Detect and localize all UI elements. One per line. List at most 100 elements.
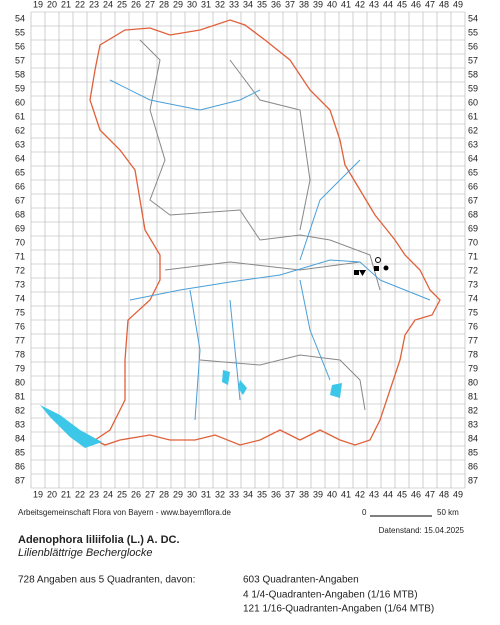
row-label: 70 <box>15 237 25 247</box>
column-label: 49 <box>453 0 463 9</box>
column-label: 48 <box>439 489 449 499</box>
river <box>189 289 201 421</box>
lake <box>222 370 230 385</box>
column-label: 34 <box>243 0 253 9</box>
column-label: 29 <box>173 489 183 499</box>
row-label: 65 <box>15 167 25 177</box>
row-label: 69 <box>15 223 25 233</box>
row-label: 69 <box>468 223 478 233</box>
row-label: 75 <box>468 307 478 317</box>
column-label: 49 <box>453 489 463 499</box>
row-label: 84 <box>15 433 25 443</box>
district-border <box>229 59 311 231</box>
column-label: 22 <box>75 0 85 9</box>
column-label: 22 <box>75 489 85 499</box>
row-label: 62 <box>15 125 25 135</box>
column-label: 45 <box>397 0 407 9</box>
row-label: 58 <box>468 69 478 79</box>
district-border <box>139 39 381 291</box>
column-label: 26 <box>131 489 141 499</box>
row-label: 78 <box>15 349 25 359</box>
row-label: 65 <box>468 167 478 177</box>
row-label: 76 <box>15 321 25 331</box>
row-label: 62 <box>468 125 478 135</box>
row-label: 86 <box>468 461 478 471</box>
column-label: 25 <box>117 0 127 9</box>
row-label: 80 <box>468 377 478 387</box>
lake <box>238 380 247 395</box>
detail: 603 Quadranten-Angaben <box>243 575 359 586</box>
row-label: 70 <box>468 237 478 247</box>
column-label: 23 <box>89 489 99 499</box>
row-label: 59 <box>468 83 478 93</box>
row-label: 81 <box>15 391 25 401</box>
row-label: 60 <box>15 97 25 107</box>
row-label: 86 <box>15 461 25 471</box>
row-label: 68 <box>15 209 25 219</box>
row-label: 55 <box>15 27 25 37</box>
column-label: 19 <box>33 489 43 499</box>
row-label: 85 <box>468 447 478 457</box>
column-label: 31 <box>201 0 211 9</box>
column-label: 27 <box>145 489 155 499</box>
row-label: 59 <box>15 83 25 93</box>
column-label: 24 <box>103 489 113 499</box>
column-label: 44 <box>383 489 393 499</box>
column-label: 33 <box>229 489 239 499</box>
row-label: 66 <box>468 181 478 191</box>
row-label: 78 <box>468 349 478 359</box>
column-label: 20 <box>47 0 57 9</box>
row-label: 73 <box>15 279 25 289</box>
row-label: 56 <box>15 41 25 51</box>
record-square <box>374 266 379 271</box>
row-label: 77 <box>468 335 478 345</box>
column-label: 28 <box>159 0 169 9</box>
row-label: 87 <box>15 475 25 485</box>
row-label: 58 <box>15 69 25 79</box>
column-label: 30 <box>187 0 197 9</box>
districts <box>139 39 381 411</box>
column-label: 23 <box>89 0 99 9</box>
column-label: 32 <box>215 0 225 9</box>
column-label: 28 <box>159 489 169 499</box>
row-label: 54 <box>15 13 25 23</box>
column-label: 36 <box>271 0 281 9</box>
record-triangle <box>359 270 366 276</box>
column-label: 39 <box>313 0 323 9</box>
column-label: 27 <box>145 0 155 9</box>
row-label: 61 <box>15 111 25 121</box>
records <box>354 257 389 276</box>
date: Datenstand: 15.04.2025 <box>379 526 465 535</box>
row-label: 73 <box>468 279 478 289</box>
detail: 121 1/16-Quadranten-Angaben (1/64 MTB) <box>243 604 434 615</box>
column-label: 40 <box>327 0 337 9</box>
row-label: 74 <box>15 293 25 303</box>
row-label: 72 <box>15 265 25 275</box>
column-label: 40 <box>327 489 337 499</box>
column-label: 44 <box>383 0 393 9</box>
column-label: 31 <box>201 489 211 499</box>
row-label: 80 <box>15 377 25 387</box>
row-label: 87 <box>468 475 478 485</box>
column-label: 42 <box>355 0 365 9</box>
lake <box>40 405 102 448</box>
column-label: 41 <box>341 489 351 499</box>
row-label: 64 <box>15 153 25 163</box>
row-label: 67 <box>15 195 25 205</box>
row-label: 64 <box>468 153 478 163</box>
summary: 728 Angaben aus 5 Quadranten, davon: <box>18 575 195 586</box>
river <box>129 259 431 301</box>
rivers <box>109 79 431 421</box>
column-label: 46 <box>411 0 421 9</box>
record-filled <box>383 265 389 271</box>
row-label: 77 <box>15 335 25 345</box>
column-label: 41 <box>341 0 351 9</box>
column-label: 42 <box>355 489 365 499</box>
credit: Arbeitsgemeinschaft Flora von Bayern - w… <box>18 508 232 517</box>
record-square <box>354 270 359 275</box>
row-label: 61 <box>468 111 478 121</box>
subtitle: Lilienblättrige Becherglocke <box>18 547 153 559</box>
row-label: 79 <box>15 363 25 373</box>
